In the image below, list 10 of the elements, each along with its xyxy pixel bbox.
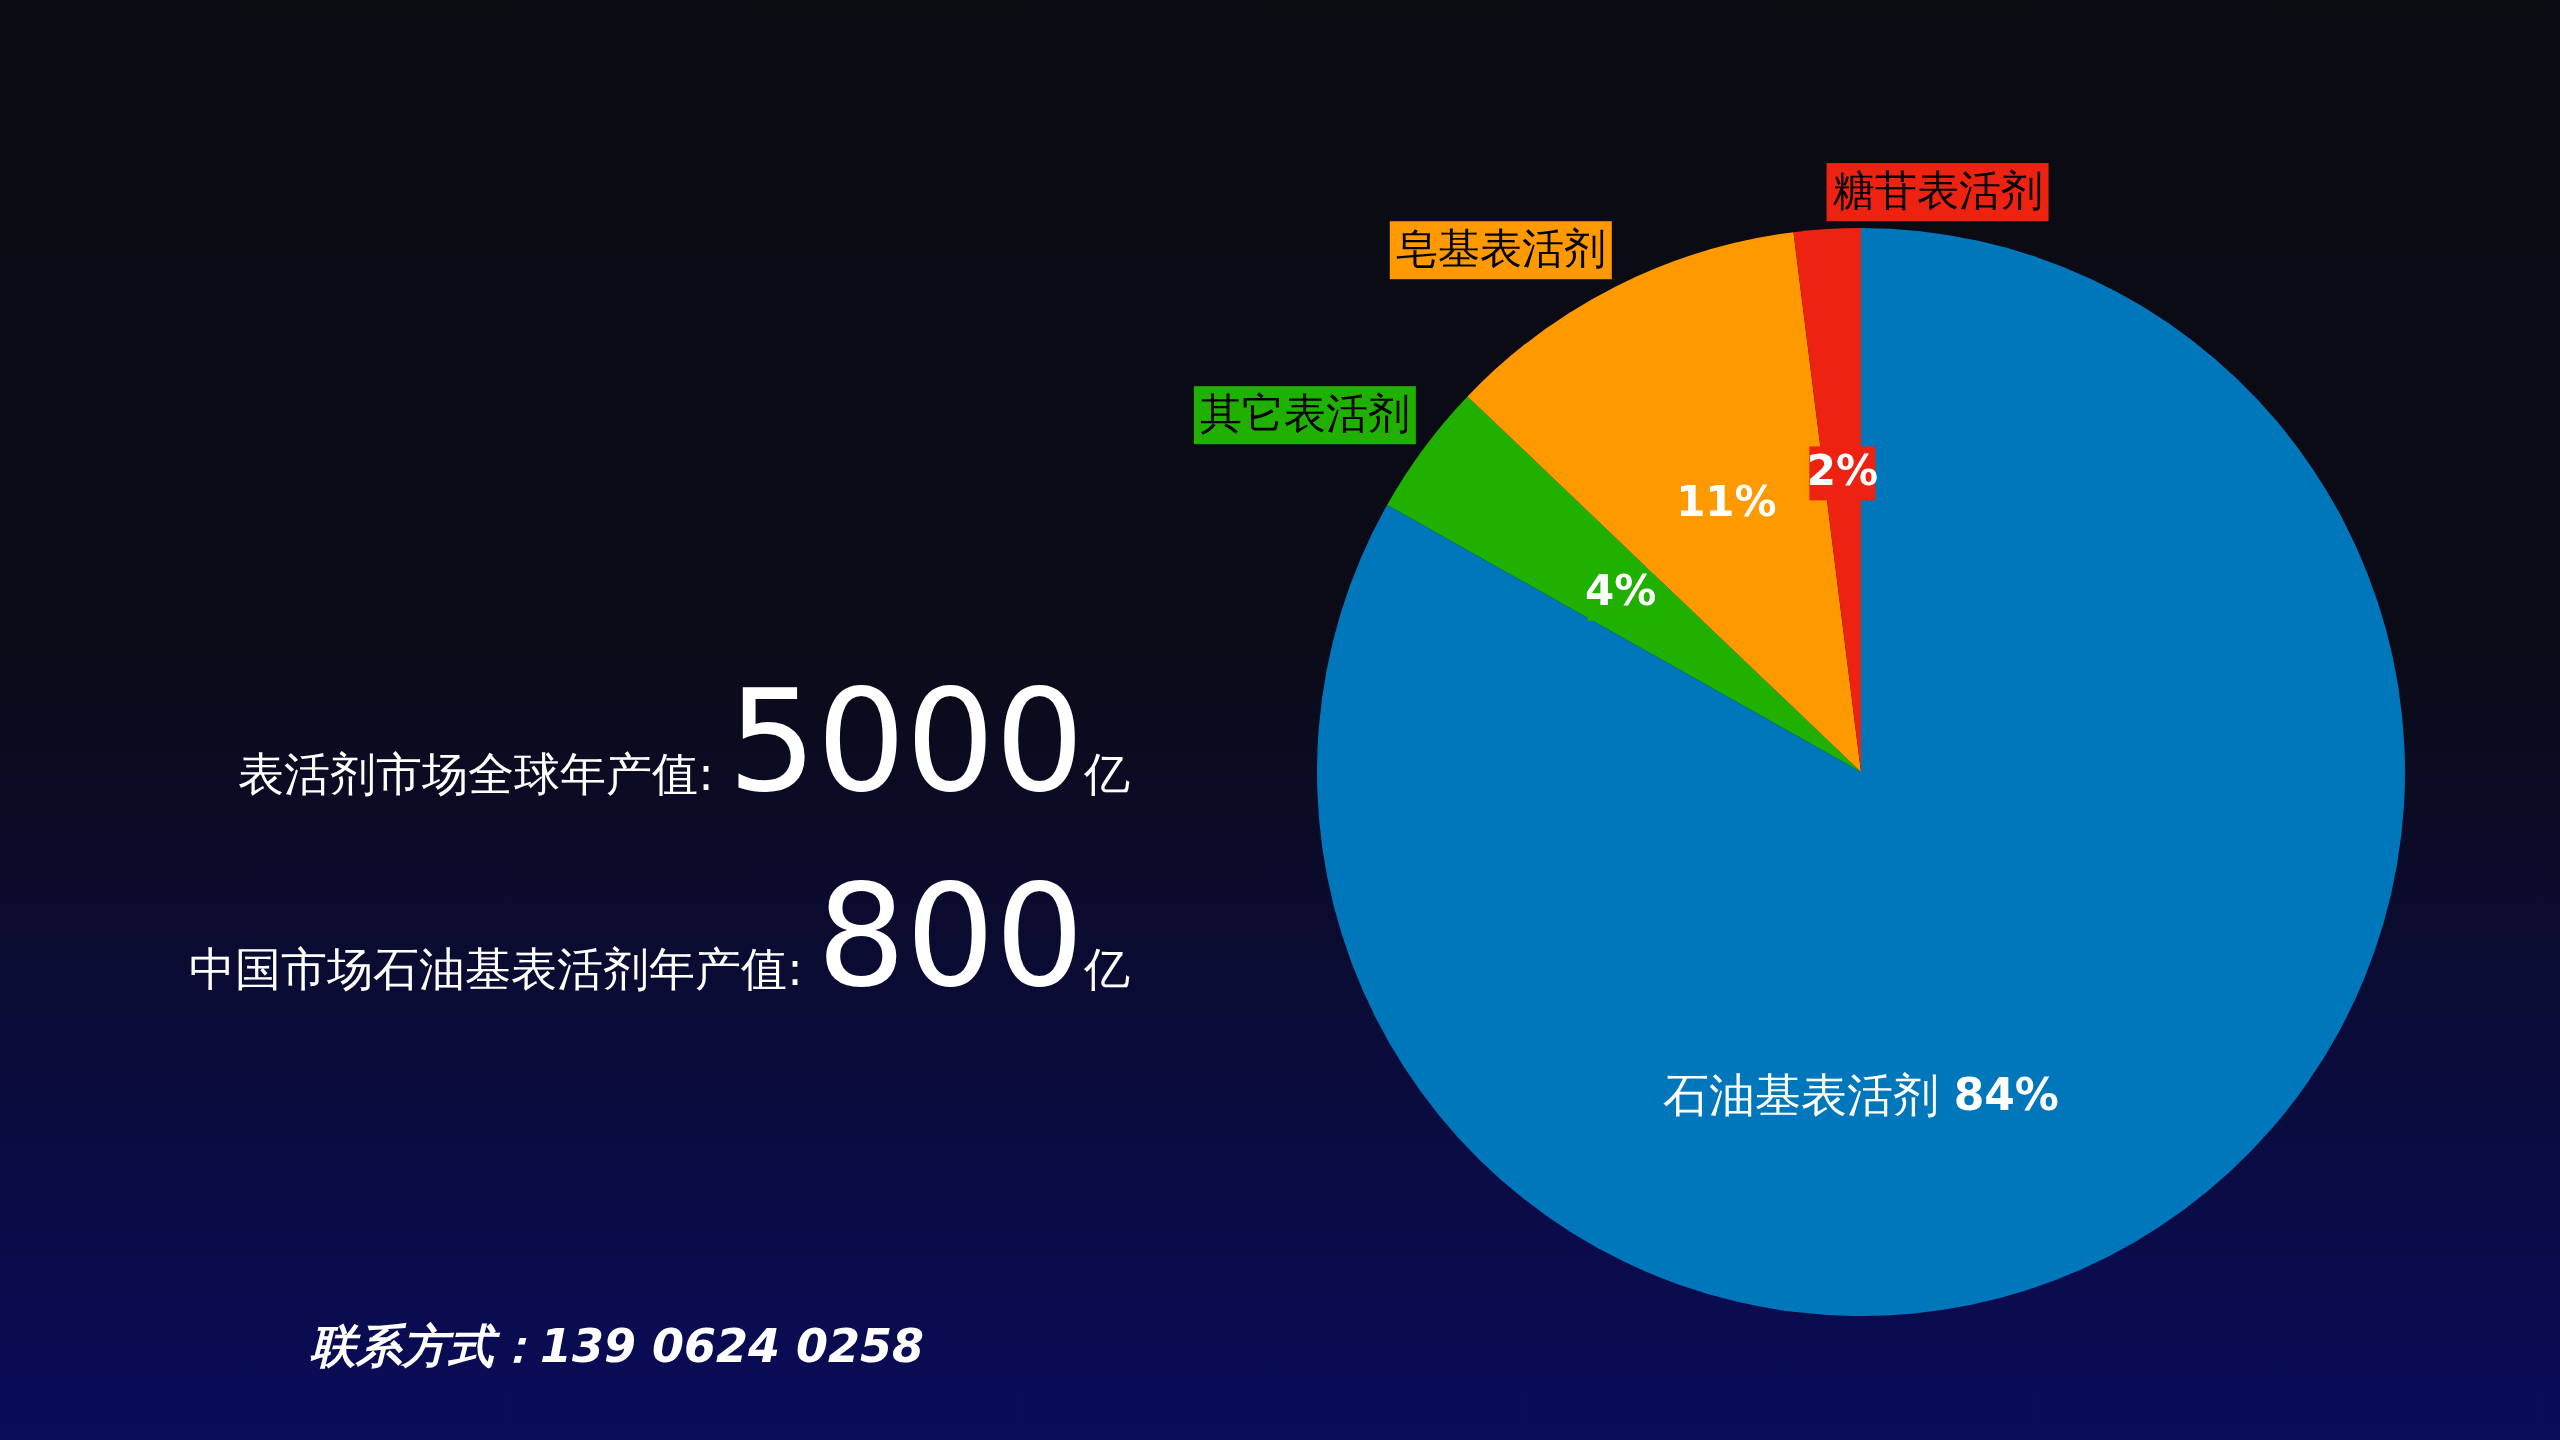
text: 中国市场石油基表活剂年产值:800亿 [189, 855, 1130, 1018]
text: 联系方式：139 0624 0258 [310, 1319, 925, 1373]
slice-label: 糖苷表活剂 [1832, 166, 2043, 216]
slice-label: 皂基表活剂 [1395, 224, 1606, 274]
data-label: 11% [1676, 477, 1777, 527]
data-label: 4% [1584, 566, 1657, 616]
data-label: 84% [1953, 1069, 2059, 1121]
slice-label: 其它表活剂 [1199, 389, 1410, 439]
text: 表活剂市场全球年产值:5000亿 [238, 660, 1130, 823]
slice-label: 石油基表活剂 [1663, 1067, 1954, 1122]
